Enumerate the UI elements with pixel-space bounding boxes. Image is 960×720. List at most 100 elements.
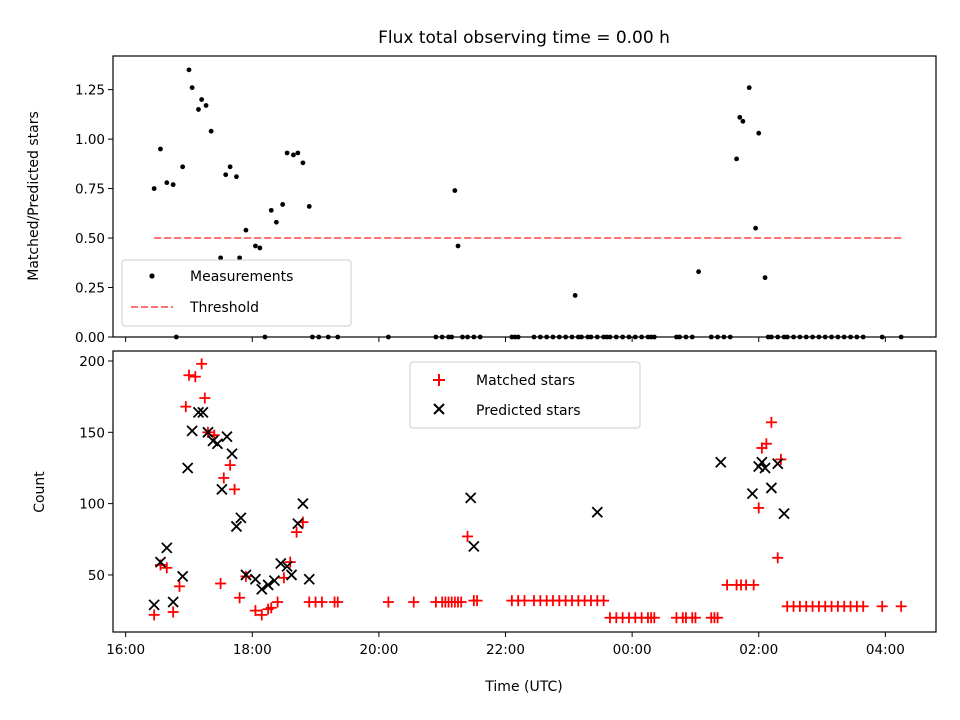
- measurement-point: [810, 334, 815, 340]
- y-tick-label: 0.00: [75, 330, 105, 346]
- measurement-point: [746, 85, 752, 91]
- ratio-legend-box: [121, 259, 352, 327]
- predicted-stars-point: [715, 456, 727, 468]
- ratio-y-ticks: 0.00 0.25 0.50 0.75 1.00 1.25: [75, 83, 113, 346]
- matched-stars-point: [455, 596, 467, 608]
- predicted-stars-point: [297, 497, 309, 510]
- measurement-point: [196, 107, 201, 112]
- x-stroke-b: [207, 435, 219, 447]
- matched-stars-point: [316, 596, 328, 608]
- x-stroke-b: [240, 569, 252, 581]
- predicted-stars-point: [285, 569, 298, 581]
- predicted-stars-point: [182, 462, 194, 474]
- x-tick-label: 16:00: [106, 642, 145, 658]
- matched-stars-point: [218, 472, 230, 484]
- matched-stars-point: [772, 552, 784, 564]
- measurement-point: [268, 207, 274, 213]
- x-stroke-b: [746, 488, 759, 500]
- x-stroke-b: [256, 583, 268, 595]
- measurement-point: [721, 334, 727, 340]
- measurement-point: [613, 334, 619, 340]
- measurement-point: [223, 172, 229, 178]
- x-stroke-b: [182, 462, 194, 474]
- predicted-stars-point: [262, 579, 274, 591]
- measurement-point: [460, 334, 465, 340]
- matched-stars-point: [765, 416, 777, 428]
- x-tick-label: 04:00: [866, 642, 905, 658]
- x-stroke-b: [281, 560, 293, 573]
- y-tick-label: 0.75: [75, 182, 105, 198]
- matched-stars-point: [224, 459, 236, 471]
- matched-stars-point: [519, 595, 530, 607]
- y-tick-label: 1.00: [75, 132, 105, 148]
- y-tick-label: 50: [88, 568, 105, 584]
- ratio-plot-frame: [112, 55, 937, 338]
- x-stroke-b: [161, 542, 173, 554]
- measurement-point: [170, 182, 176, 188]
- legend-matched-label: Matched stars: [476, 373, 575, 389]
- x-tick-label: 18:00: [233, 642, 272, 658]
- x-stroke-b: [285, 569, 298, 581]
- predicted-stars-point: [256, 583, 268, 595]
- measurement-point: [879, 334, 885, 340]
- measurement-point: [556, 334, 562, 340]
- measurement-point: [262, 334, 268, 340]
- predicted-stars-point: [235, 512, 247, 524]
- measurement-point: [173, 334, 179, 340]
- predicted-stars-point: [772, 458, 784, 470]
- measurement-point: [203, 103, 209, 108]
- measurement-point: [218, 255, 224, 261]
- x-stroke-b: [591, 506, 603, 518]
- x-stroke-b: [715, 456, 727, 468]
- measurement-point: [537, 334, 543, 340]
- y-tick-label: 200: [79, 354, 105, 370]
- matched-stars-point: [189, 371, 201, 383]
- measurement-point: [753, 225, 758, 231]
- matched-stars-point: [748, 579, 760, 591]
- x-stroke-b: [772, 458, 784, 470]
- matched-stars-point: [148, 609, 160, 621]
- x-tick-label: 20:00: [359, 642, 398, 658]
- matched-stars-point: [167, 606, 179, 618]
- x-stroke-b: [226, 448, 238, 460]
- measurement-point: [727, 334, 733, 340]
- y-tick-label: 100: [79, 497, 105, 513]
- x-stroke-b: [268, 575, 281, 587]
- measurement-point: [300, 160, 306, 166]
- ratio-y-axis-label: Matched/Predicted stars: [26, 111, 42, 281]
- x-tick-label: 02:00: [739, 642, 778, 658]
- measurement-point: [689, 334, 695, 340]
- x-stroke-b: [262, 579, 274, 591]
- predicted-stars-point: [591, 506, 603, 518]
- x-stroke-b: [756, 456, 768, 468]
- measurement-point: [227, 164, 233, 170]
- x-stroke-b: [177, 570, 189, 583]
- predicted-stars-point: [186, 425, 198, 437]
- measurement-point: [569, 334, 575, 340]
- measurement-point: [284, 150, 290, 156]
- predicted-stars-point: [161, 542, 173, 554]
- ratio-legend: Measurements Threshold: [121, 259, 352, 327]
- measurement-point: [607, 334, 613, 340]
- measurement-point: [898, 334, 904, 340]
- measurement-point: [164, 180, 170, 186]
- measurement-point: [544, 334, 550, 340]
- y-tick-label: 150: [79, 425, 105, 441]
- measurement-point: [433, 334, 439, 340]
- measurement-point: [449, 334, 455, 340]
- predicted-stars-point: [216, 483, 228, 495]
- x-stroke-b: [303, 573, 315, 585]
- matched-stars-point: [196, 358, 208, 370]
- matched-stars-point: [265, 602, 277, 614]
- predicted-stars-point: [275, 557, 287, 570]
- x-stroke-b: [202, 426, 214, 438]
- predicted-stars-point: [221, 430, 233, 443]
- predicted-stars-point: [226, 448, 238, 460]
- matched-stars-point: [229, 483, 241, 495]
- measurement-point: [257, 245, 263, 251]
- measurement-point: [325, 334, 331, 340]
- matched-stars-point: [183, 369, 195, 381]
- x-stroke-b: [292, 517, 304, 530]
- x-stroke-b: [221, 430, 233, 443]
